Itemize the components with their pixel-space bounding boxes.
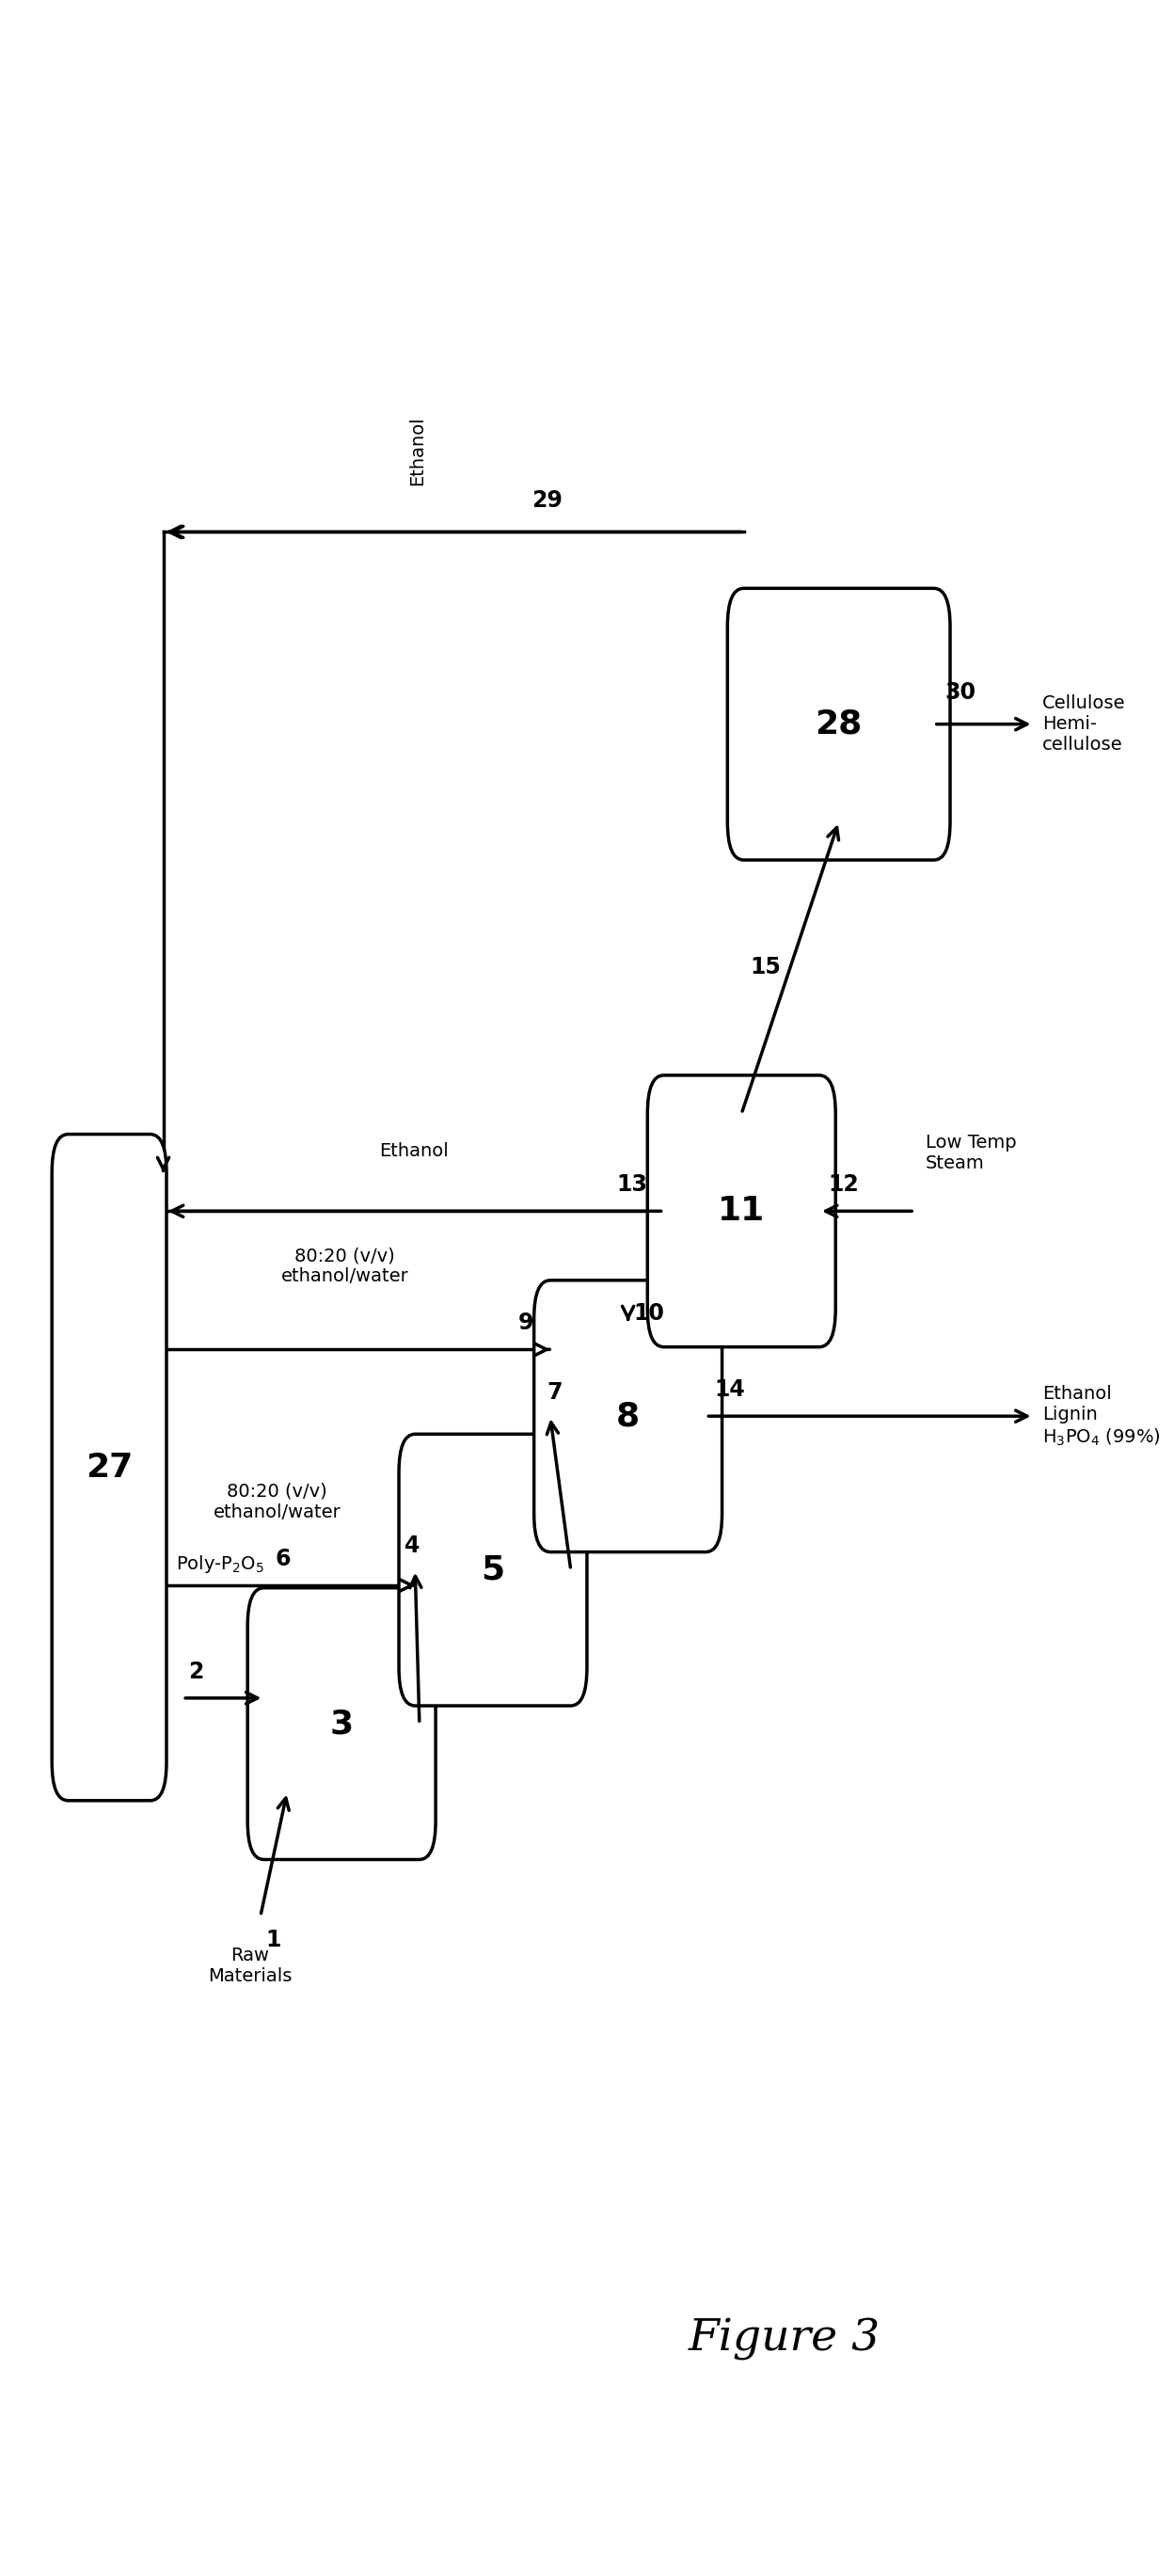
Text: 29: 29 bbox=[532, 489, 562, 513]
Text: 9: 9 bbox=[519, 1311, 534, 1334]
FancyBboxPatch shape bbox=[399, 1435, 587, 1705]
Text: 8: 8 bbox=[616, 1401, 640, 1432]
Text: Ethanol: Ethanol bbox=[409, 417, 426, 487]
Text: 1: 1 bbox=[266, 1929, 282, 1950]
Text: Cellulose
Hemi-
cellulose: Cellulose Hemi- cellulose bbox=[1043, 696, 1125, 755]
FancyBboxPatch shape bbox=[52, 1133, 167, 1801]
Text: 4: 4 bbox=[404, 1535, 419, 1556]
FancyBboxPatch shape bbox=[728, 587, 950, 860]
Text: Ethanol
Lignin
H$_3$PO$_4$ (99%): Ethanol Lignin H$_3$PO$_4$ (99%) bbox=[1043, 1386, 1160, 1448]
Text: 15: 15 bbox=[750, 956, 781, 979]
Text: 28: 28 bbox=[815, 708, 863, 739]
Text: 7: 7 bbox=[547, 1381, 562, 1404]
Text: Poly-P$_2$O$_5$: Poly-P$_2$O$_5$ bbox=[176, 1553, 264, 1574]
Text: 5: 5 bbox=[481, 1553, 505, 1587]
Text: Ethanol: Ethanol bbox=[379, 1141, 448, 1159]
Text: Figure 3: Figure 3 bbox=[689, 2318, 880, 2360]
FancyBboxPatch shape bbox=[248, 1587, 436, 1860]
FancyBboxPatch shape bbox=[534, 1280, 722, 1551]
Text: 11: 11 bbox=[717, 1195, 765, 1226]
Text: 10: 10 bbox=[634, 1303, 664, 1324]
Text: 2: 2 bbox=[188, 1659, 203, 1682]
Text: 3: 3 bbox=[330, 1708, 353, 1739]
Text: 12: 12 bbox=[828, 1172, 859, 1195]
Text: 30: 30 bbox=[945, 680, 976, 703]
Text: 80:20 (v/v)
ethanol/water: 80:20 (v/v) ethanol/water bbox=[214, 1484, 342, 1522]
FancyBboxPatch shape bbox=[648, 1074, 836, 1347]
Text: Low Temp
Steam: Low Temp Steam bbox=[925, 1133, 1017, 1172]
Text: 14: 14 bbox=[715, 1378, 745, 1401]
Text: 13: 13 bbox=[616, 1172, 648, 1195]
Text: 27: 27 bbox=[86, 1450, 133, 1484]
Text: 6: 6 bbox=[275, 1548, 290, 1569]
Text: Raw
Materials: Raw Materials bbox=[208, 1947, 292, 1986]
Text: 80:20 (v/v)
ethanol/water: 80:20 (v/v) ethanol/water bbox=[281, 1247, 409, 1285]
